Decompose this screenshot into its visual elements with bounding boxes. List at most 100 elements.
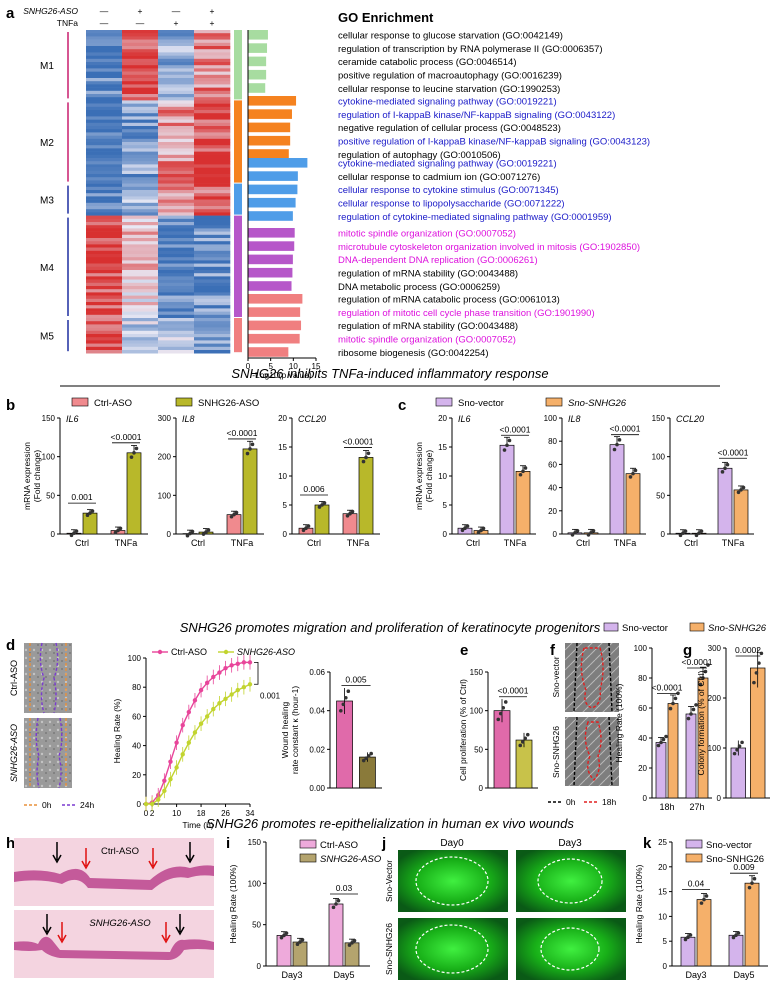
data-point bbox=[204, 680, 210, 686]
heatmap-cell bbox=[194, 126, 231, 130]
data-point bbox=[229, 514, 234, 519]
heatmap-cell bbox=[158, 279, 195, 284]
data-point bbox=[366, 451, 371, 456]
heatmap-cell bbox=[194, 241, 231, 245]
panel-k: 0 5 10 15 20 25 Healing Rate (100%) Day3 Day5 0.0… bbox=[634, 838, 768, 980]
go-bar bbox=[248, 135, 291, 146]
heatmap-cell bbox=[158, 254, 195, 258]
heatmap-cell bbox=[122, 49, 159, 53]
heatmap-cell bbox=[86, 71, 123, 76]
heatmap-cell bbox=[86, 68, 123, 72]
data-point bbox=[631, 471, 635, 476]
x-tick-label: TNFa bbox=[722, 538, 745, 548]
gene-label: CCL20 bbox=[676, 414, 704, 424]
heatmap-cell bbox=[122, 305, 159, 309]
go-term-label: mitotic spindle organization (GO:0007052… bbox=[338, 229, 516, 240]
go-bar bbox=[248, 281, 292, 291]
section-title-reepithelialization: SNHG26 promotes re-epithelialization in … bbox=[206, 816, 574, 831]
heatmap-cell bbox=[158, 298, 195, 303]
data-point bbox=[143, 801, 149, 807]
scratch-image-ctrl-aso bbox=[24, 643, 72, 713]
heatmap-cell bbox=[158, 132, 195, 136]
data-point bbox=[505, 443, 509, 448]
heatmap-cell bbox=[158, 222, 195, 226]
heatmap-cell bbox=[158, 65, 195, 69]
data-point bbox=[223, 696, 228, 702]
y-tick-label: 80 bbox=[132, 683, 141, 692]
y-tick-label: 0.06 bbox=[309, 668, 325, 677]
x-tick-label: Ctrl bbox=[307, 538, 321, 548]
header-label-snhg26-aso: SNHG26-ASO bbox=[23, 6, 78, 16]
heatmap-cell bbox=[194, 254, 231, 258]
data-point bbox=[188, 531, 192, 536]
y-tick-label: 0 bbox=[51, 530, 56, 539]
heatmap-cell bbox=[86, 273, 123, 277]
heatmap-cell bbox=[86, 161, 123, 165]
heatmap-cell bbox=[194, 244, 231, 248]
heatmap-cell bbox=[158, 158, 195, 162]
heatmap-cell bbox=[86, 49, 123, 53]
heatmap-cell bbox=[158, 161, 195, 165]
legend-label: SNHG26-ASO bbox=[237, 647, 295, 657]
y-tick-label: 20 bbox=[438, 414, 447, 423]
data-point bbox=[570, 533, 575, 537]
heatmap-cell bbox=[86, 330, 123, 335]
data-point bbox=[691, 707, 696, 712]
heatmap-cell bbox=[194, 42, 231, 47]
go-bar bbox=[248, 320, 302, 331]
data-point bbox=[699, 901, 704, 905]
heatmap-cell bbox=[122, 289, 159, 293]
heatmap-cell bbox=[158, 346, 195, 351]
heatmap-cell bbox=[158, 55, 195, 60]
heatmap-cell bbox=[194, 286, 231, 290]
go-term-label: regulation of mRNA catabolic process (GO… bbox=[338, 295, 560, 306]
heatmap-cell bbox=[122, 321, 159, 325]
heatmap-cell bbox=[86, 263, 123, 268]
heatmap-cell bbox=[158, 148, 195, 152]
heatmap-cell bbox=[194, 330, 231, 335]
image-label-ctrl-aso: Ctrl-ASO bbox=[101, 846, 139, 857]
heatmap-cell bbox=[122, 183, 159, 188]
gene-label: CCL20 bbox=[298, 414, 326, 424]
go-term-label: regulation of mRNA stability (GO:0043488… bbox=[338, 269, 518, 280]
heatmap-cell bbox=[122, 177, 159, 181]
heatmap-cell bbox=[194, 167, 231, 172]
arrow-black-icon bbox=[185, 842, 195, 864]
y-tick-label: 100 bbox=[634, 644, 648, 653]
heatmap-cell bbox=[158, 186, 195, 191]
heatmap-cell bbox=[122, 97, 159, 101]
y-tick-label: 60 bbox=[132, 712, 141, 721]
y-tick-label: 5 bbox=[283, 501, 288, 510]
heatmap-cell bbox=[86, 231, 123, 236]
data-point bbox=[573, 531, 577, 535]
heatmap-cell bbox=[122, 222, 159, 226]
module-label: M3 bbox=[40, 196, 54, 207]
heatmap-cell bbox=[194, 209, 231, 213]
x-tick-label: 34 bbox=[246, 809, 255, 818]
y-tick-label: 0.00 bbox=[309, 784, 325, 793]
bar bbox=[126, 452, 142, 535]
bar bbox=[609, 444, 625, 535]
column-label-day0: Day0 bbox=[440, 838, 464, 849]
heatmap-cell bbox=[86, 276, 123, 280]
legend-label-snhg26-aso: SNHG26-ASO bbox=[198, 398, 259, 409]
data-point bbox=[496, 717, 501, 722]
header-label-tnfa: TNFa bbox=[57, 18, 79, 28]
heatmap-cell bbox=[194, 186, 231, 191]
heatmap-cell bbox=[86, 289, 123, 293]
heatmap-cell bbox=[194, 180, 231, 184]
heatmap-cell bbox=[86, 228, 123, 232]
go-term-label: negative regulation of cellular process … bbox=[338, 123, 561, 134]
heatmap-cell bbox=[158, 52, 195, 56]
heatmap-cell bbox=[86, 209, 123, 213]
data-point bbox=[697, 531, 701, 536]
heatmap-cell bbox=[122, 199, 159, 204]
panel-letter-k: k bbox=[643, 835, 652, 852]
heatmap-cell bbox=[194, 151, 231, 156]
go-term-label: cellular response to cadmium ion (GO:007… bbox=[338, 172, 540, 183]
heatmap-cell bbox=[122, 244, 159, 248]
heatmap-cell bbox=[122, 343, 159, 348]
data-point bbox=[656, 743, 661, 748]
heatmap-cell bbox=[86, 158, 123, 162]
heatmap-cell bbox=[122, 282, 159, 287]
